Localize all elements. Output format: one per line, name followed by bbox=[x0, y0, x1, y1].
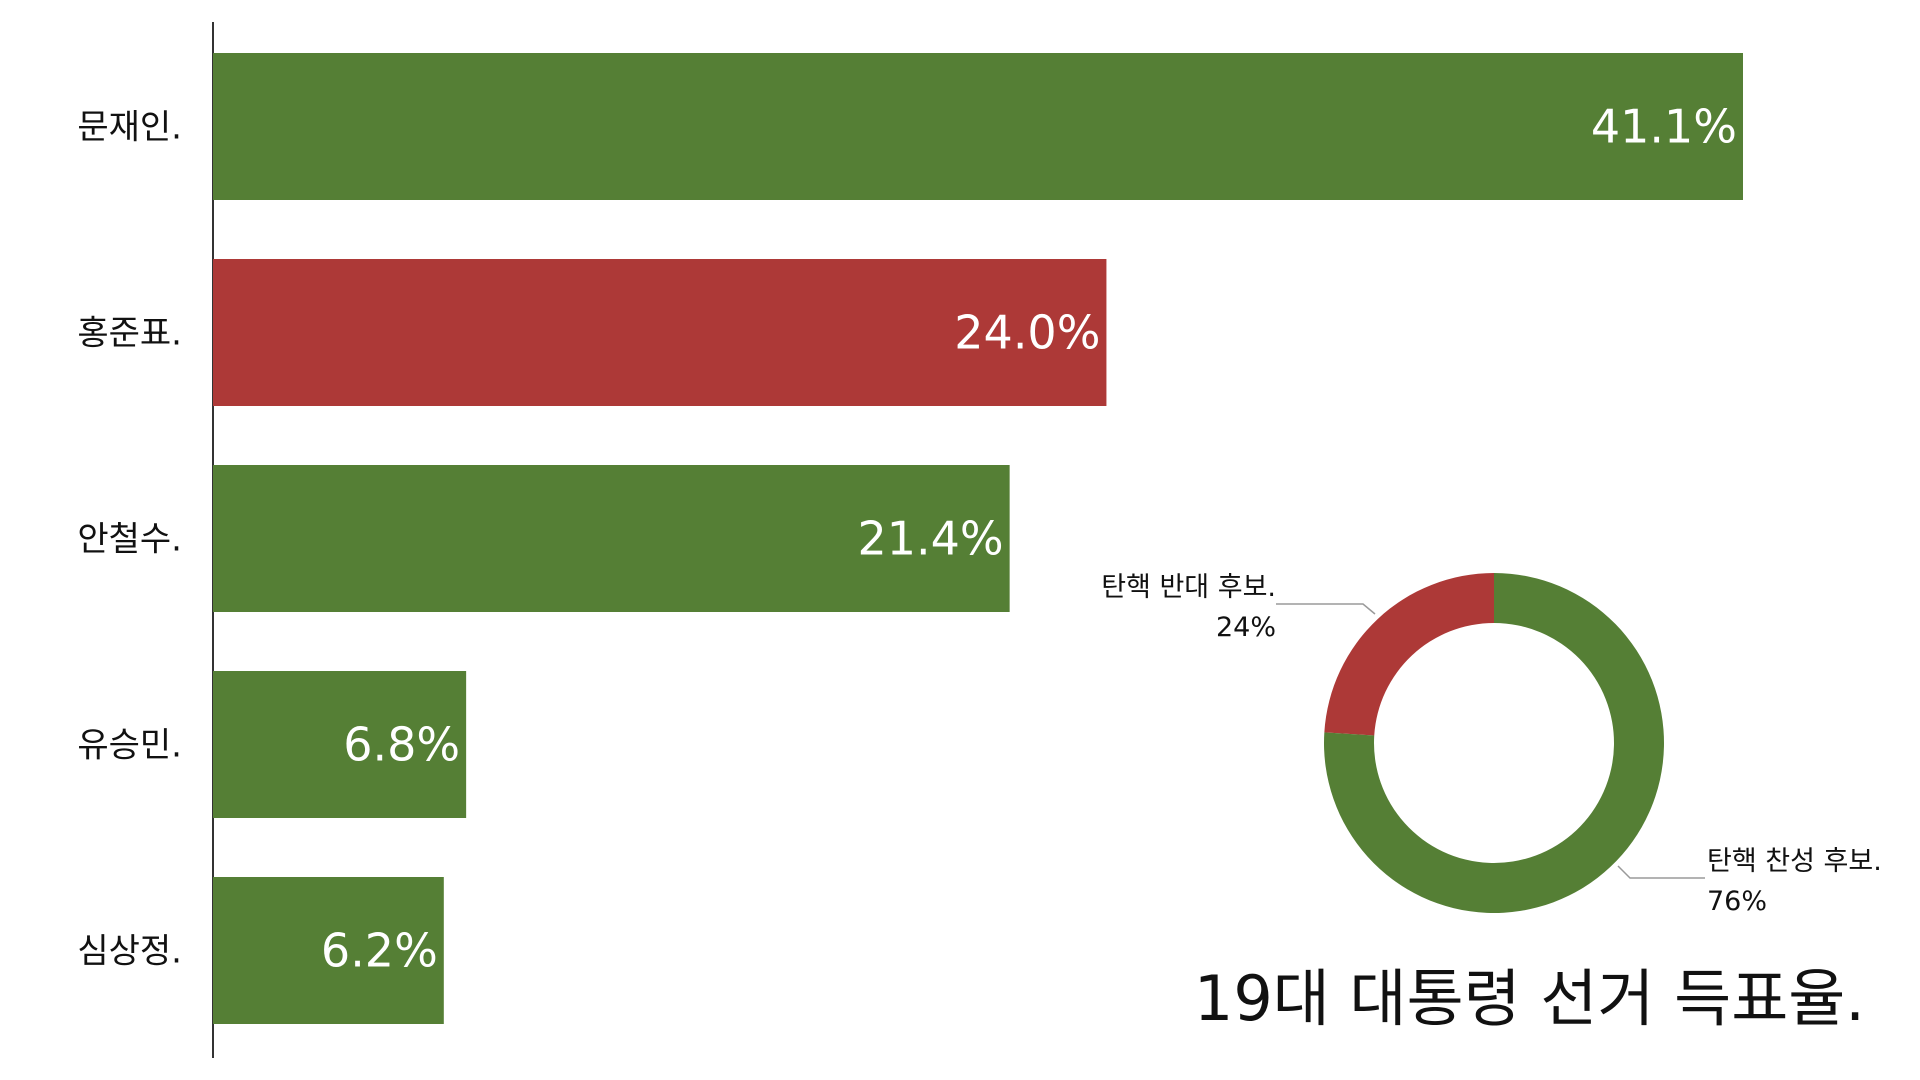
bar bbox=[213, 465, 1010, 612]
leader-line bbox=[1617, 865, 1705, 879]
bar bbox=[213, 259, 1107, 406]
category-label: 유승민. bbox=[77, 726, 182, 766]
data-label: 41.1% bbox=[1591, 100, 1737, 154]
bar bbox=[213, 877, 444, 1024]
data-label: 6.8% bbox=[343, 718, 460, 772]
category-label: 홍준표. bbox=[77, 314, 182, 354]
category-label: 심상정. bbox=[77, 932, 182, 972]
data-label: 24.0% bbox=[954, 306, 1100, 360]
chart-title: 19대 대통령 선거 득표율. bbox=[1193, 962, 1865, 1035]
slice-value-label: 76% bbox=[1707, 886, 1767, 917]
bar bbox=[213, 53, 1743, 200]
bar-chart: 문재인. 41.1% 홍준표. 24.0% 안철수. 21.4% 유승민. 6.8% 심상정. 6… bbox=[77, 22, 1743, 1058]
category-label: 안철수. bbox=[77, 520, 182, 560]
slice-value-label: 24% bbox=[1216, 612, 1276, 643]
leader-line bbox=[1276, 603, 1376, 615]
slice-label: 탄핵 반대 후보. bbox=[1101, 572, 1276, 603]
category-label: 문재인. bbox=[77, 108, 182, 148]
data-label: 6.2% bbox=[321, 924, 438, 978]
donut-slice bbox=[1324, 573, 1494, 736]
bar bbox=[213, 671, 467, 818]
donut-chart: 탄핵 반대 후보. 24% 탄핵 찬성 후보. 76% bbox=[1101, 572, 1882, 917]
data-label: 21.4% bbox=[858, 512, 1004, 566]
donut-slice bbox=[1324, 573, 1664, 913]
slice-label: 탄핵 찬성 후보. bbox=[1707, 846, 1882, 877]
